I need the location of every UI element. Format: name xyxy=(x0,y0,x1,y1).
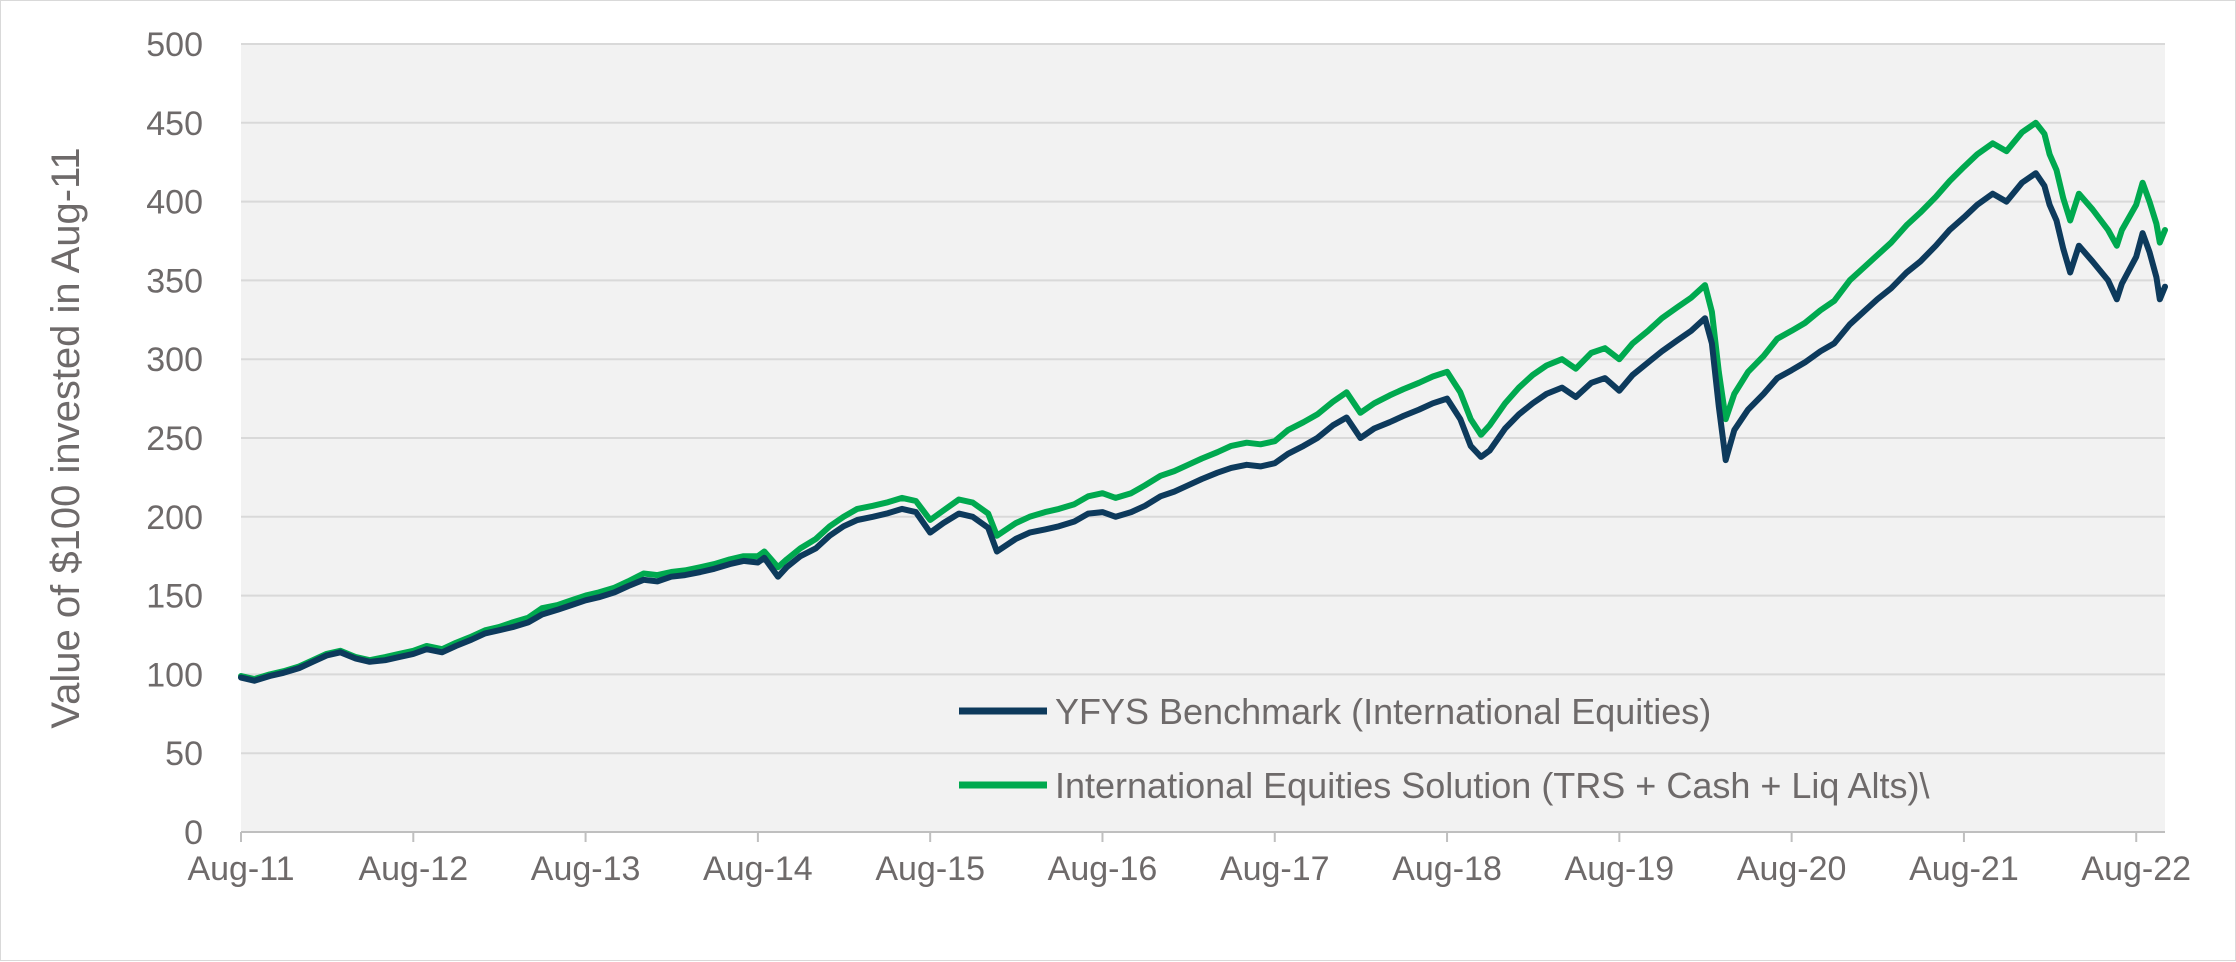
y-tick-label: 500 xyxy=(146,26,203,64)
x-tick-label: Aug-18 xyxy=(1392,850,1502,888)
legend-label-1: International Equities Solution (TRS + C… xyxy=(1055,765,1929,806)
x-tick-label: Aug-16 xyxy=(1048,850,1158,888)
y-tick-label: 150 xyxy=(146,578,203,616)
y-axis-title: Value of $100 invested in Aug-11 xyxy=(44,147,88,728)
x-tick-label: Aug-20 xyxy=(1737,850,1847,888)
series-line-1 xyxy=(238,119,2168,683)
x-axis: Aug-11 Aug-12 Aug-13 Aug-14 Aug-15 Aug-16 Aug-… xyxy=(187,831,2191,888)
gridlines xyxy=(241,43,2165,755)
y-axis: 0 50 100 150 200 250 300 350 400 450 500 xyxy=(146,26,203,852)
y-tick-label: 200 xyxy=(146,499,203,537)
x-tick-label: Aug-15 xyxy=(875,850,985,888)
y-tick-label: 250 xyxy=(146,420,203,458)
y-tick-label: 100 xyxy=(146,656,203,694)
legend-label-0: YFYS Benchmark (International Equities) xyxy=(1055,691,1711,732)
x-tick-label: Aug-11 xyxy=(187,850,294,888)
x-tick-label: Aug-21 xyxy=(1909,850,2019,888)
x-tick-label: Aug-12 xyxy=(358,850,468,888)
x-tick-label: Aug-14 xyxy=(703,850,813,888)
y-tick-label: 50 xyxy=(165,735,203,773)
x-tick-label: Aug-13 xyxy=(531,850,641,888)
x-tick-label: Aug-17 xyxy=(1220,850,1330,888)
series-lines xyxy=(238,119,2168,684)
y-tick-label: 450 xyxy=(146,105,203,143)
y-tick-label: 300 xyxy=(146,341,203,379)
series-line-0 xyxy=(238,170,2168,684)
x-tick-label: Aug-22 xyxy=(2081,850,2191,888)
y-tick-label: 0 xyxy=(184,814,203,852)
legend: YFYS Benchmark (International Equities) I… xyxy=(959,691,1929,806)
x-tick-label: Aug-19 xyxy=(1565,850,1675,888)
y-tick-label: 400 xyxy=(146,184,203,222)
y-tick-label: 350 xyxy=(146,262,203,300)
